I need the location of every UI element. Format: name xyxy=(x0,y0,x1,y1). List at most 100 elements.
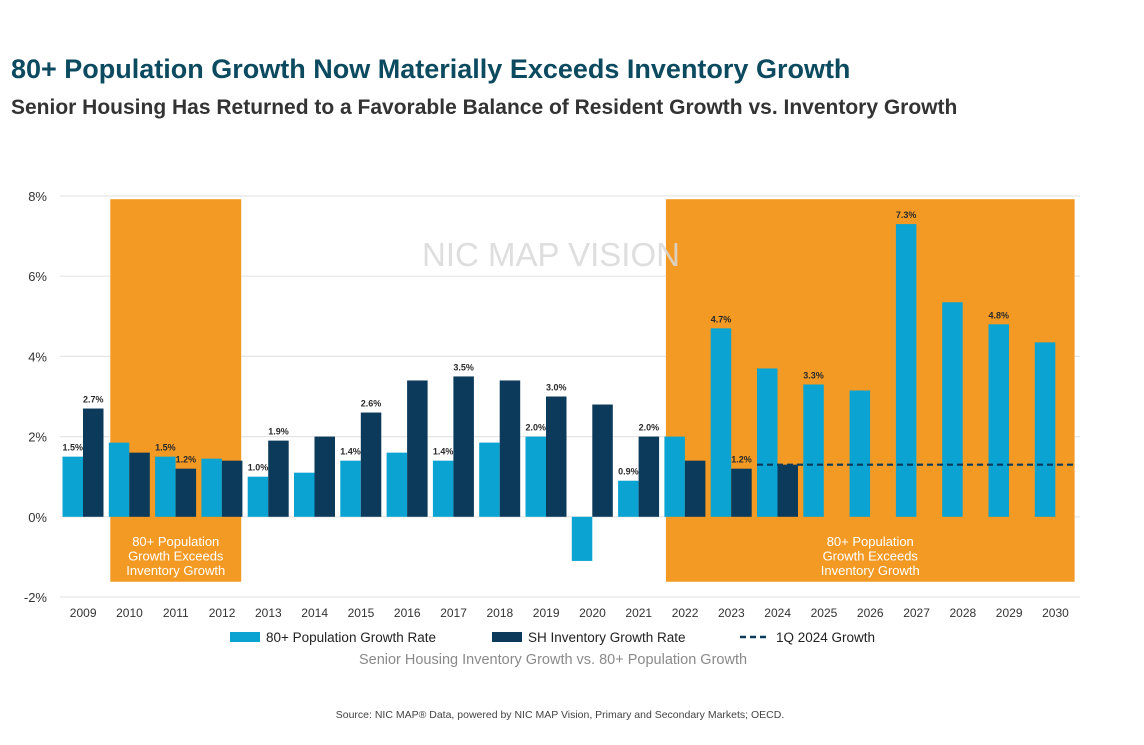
legend-swatch-inventory xyxy=(492,632,522,642)
data-label: 3.5% xyxy=(453,362,474,372)
x-tick-label: 2012 xyxy=(209,606,236,620)
highlight-region-label-line: Inventory Growth xyxy=(821,563,920,578)
population-growth-bar xyxy=(340,460,361,517)
data-label: 4.8% xyxy=(988,310,1009,320)
population-growth-bar xyxy=(664,436,685,517)
x-tick-label: 2019 xyxy=(533,606,560,620)
data-label: 7.3% xyxy=(896,210,917,220)
population-growth-bar xyxy=(108,442,130,517)
x-tick-label: 2009 xyxy=(70,606,97,620)
x-tick-label: 2017 xyxy=(440,606,467,620)
population-growth-bar xyxy=(201,458,222,517)
data-label: 2.0% xyxy=(525,423,546,433)
y-tick-label: 0% xyxy=(28,510,47,525)
inventory-growth-bar xyxy=(175,468,197,517)
watermark-logo: NIC MAP VISION xyxy=(422,236,680,273)
highlight-region xyxy=(110,199,242,582)
y-tick-label: 6% xyxy=(28,269,47,284)
inventory-growth-bar xyxy=(314,436,335,517)
population-growth-bar xyxy=(988,324,1009,517)
x-tick-label: 2029 xyxy=(996,606,1023,620)
highlight-region-label-line: Inventory Growth xyxy=(126,563,225,578)
chart-caption: Senior Housing Inventory Growth vs. 80+ … xyxy=(359,652,747,668)
data-label: 3.0% xyxy=(546,383,567,393)
inventory-growth-bar xyxy=(221,460,243,517)
highlight-region-label: 80+ Population Growth Exceeds Inventory Gr… xyxy=(126,534,225,578)
legend-label-reference: 1Q 2024 Growth xyxy=(776,630,875,645)
data-label: 3.3% xyxy=(803,370,824,380)
data-label: 2.7% xyxy=(83,395,104,405)
inventory-growth-bar xyxy=(407,380,428,517)
population-growth-bar xyxy=(525,436,546,517)
data-label: 1.4% xyxy=(433,447,454,457)
population-growth-bar xyxy=(479,442,500,517)
data-label: 1.4% xyxy=(340,447,361,457)
population-growth-bar xyxy=(155,456,176,517)
legend-swatch-population xyxy=(230,632,260,642)
data-label: 4.7% xyxy=(711,314,732,324)
population-growth-bar xyxy=(1034,342,1056,517)
inventory-growth-bar xyxy=(546,396,567,517)
x-tick-label: 2027 xyxy=(903,606,930,620)
inventory-growth-bar xyxy=(777,464,798,517)
y-tick-label: 4% xyxy=(28,349,47,364)
x-tick-label: 2015 xyxy=(348,606,375,620)
population-growth-bar xyxy=(895,224,917,517)
x-tick-label: 2026 xyxy=(857,606,884,620)
population-growth-bar xyxy=(803,384,824,517)
x-tick-label: 2023 xyxy=(718,606,745,620)
population-growth-bar xyxy=(849,390,871,517)
page-title: 80+ Population Growth Now Materially Exc… xyxy=(11,54,851,84)
data-label: 1.0% xyxy=(248,463,269,473)
y-tick-label: 2% xyxy=(28,430,47,445)
data-label: 1.2% xyxy=(176,455,197,465)
x-tick-label: 2018 xyxy=(486,606,513,620)
x-axis: 2009 2010 2011 2012 2013 2014 2015 2016 2017 2018… xyxy=(70,606,1069,620)
inventory-growth-bar xyxy=(684,460,706,517)
data-label: 0.9% xyxy=(618,467,639,477)
population-growth-bar xyxy=(571,516,593,561)
inventory-growth-bar xyxy=(499,380,521,517)
x-tick-label: 2025 xyxy=(811,606,838,620)
page-subtitle: Senior Housing Has Returned to a Favorab… xyxy=(11,96,958,119)
x-tick-label: 2020 xyxy=(579,606,606,620)
legend: 80+ Population Growth Rate SH Inventory G… xyxy=(230,630,875,645)
population-growth-bar xyxy=(757,368,778,517)
inventory-growth-bar xyxy=(83,408,104,517)
x-tick-label: 2021 xyxy=(625,606,652,620)
data-label: 1.9% xyxy=(268,427,289,437)
inventory-growth-bar xyxy=(638,436,660,517)
highlight-region-label-line: 80+ Population xyxy=(827,534,914,549)
highlight-region-label-line: Growth Exceeds xyxy=(823,548,919,563)
legend-label-inventory: SH Inventory Growth Rate xyxy=(528,630,686,645)
inventory-growth-bar xyxy=(360,412,382,517)
inventory-growth-bar xyxy=(453,376,474,517)
population-growth-bar xyxy=(710,328,732,517)
data-label: 2.6% xyxy=(361,399,382,409)
highlight-region-label: 80+ Population Growth Exceeds Inventory Gr… xyxy=(821,534,920,578)
population-growth-bar xyxy=(386,452,408,517)
legend-label-population: 80+ Population Growth Rate xyxy=(266,630,436,645)
inventory-growth-bar xyxy=(592,404,613,517)
bar-series xyxy=(62,224,1056,561)
inventory-growth-bar xyxy=(268,440,289,517)
population-growth-bar xyxy=(62,456,83,517)
population-growth-bar xyxy=(247,476,269,517)
highlight-region-label-line: Growth Exceeds xyxy=(128,548,224,563)
x-tick-label: 2013 xyxy=(255,606,282,620)
x-tick-label: 2011 xyxy=(163,606,189,620)
x-tick-label: 2016 xyxy=(394,606,421,620)
x-tick-label: 2030 xyxy=(1042,606,1069,620)
data-label: 1.5% xyxy=(62,443,83,453)
population-growth-bar xyxy=(618,480,639,517)
inventory-growth-bar xyxy=(731,468,752,517)
source-note: Source: NIC MAP® Data, powered by NIC MA… xyxy=(335,709,785,721)
data-labels: 1.5% 1.5% 1.0% 1.4% 1.4% 2.0% 0.9% 4.7% 3.3% 7.3%… xyxy=(62,210,1009,477)
y-tick-label: -2% xyxy=(24,590,48,605)
y-tick-label: 8% xyxy=(28,189,47,204)
data-label: 1.5% xyxy=(155,443,176,453)
inventory-growth-bar xyxy=(129,452,150,517)
x-tick-label: 2024 xyxy=(764,606,791,620)
bar-chart: 80+ Population Growth Exceeds Inventory Gr… xyxy=(24,189,1080,668)
x-tick-label: 2022 xyxy=(672,606,699,620)
